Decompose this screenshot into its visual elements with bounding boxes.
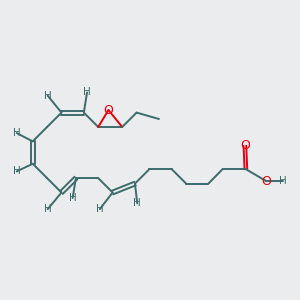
Text: H: H <box>69 193 76 203</box>
Text: O: O <box>103 103 113 117</box>
Text: H: H <box>44 204 52 214</box>
Text: H: H <box>83 88 91 98</box>
Text: H: H <box>133 198 141 208</box>
Text: H: H <box>279 176 286 186</box>
Text: O: O <box>261 175 271 188</box>
Text: H: H <box>44 91 52 101</box>
Text: H: H <box>96 204 104 214</box>
Text: H: H <box>13 128 21 138</box>
Text: O: O <box>240 139 250 152</box>
Text: H: H <box>13 167 21 176</box>
